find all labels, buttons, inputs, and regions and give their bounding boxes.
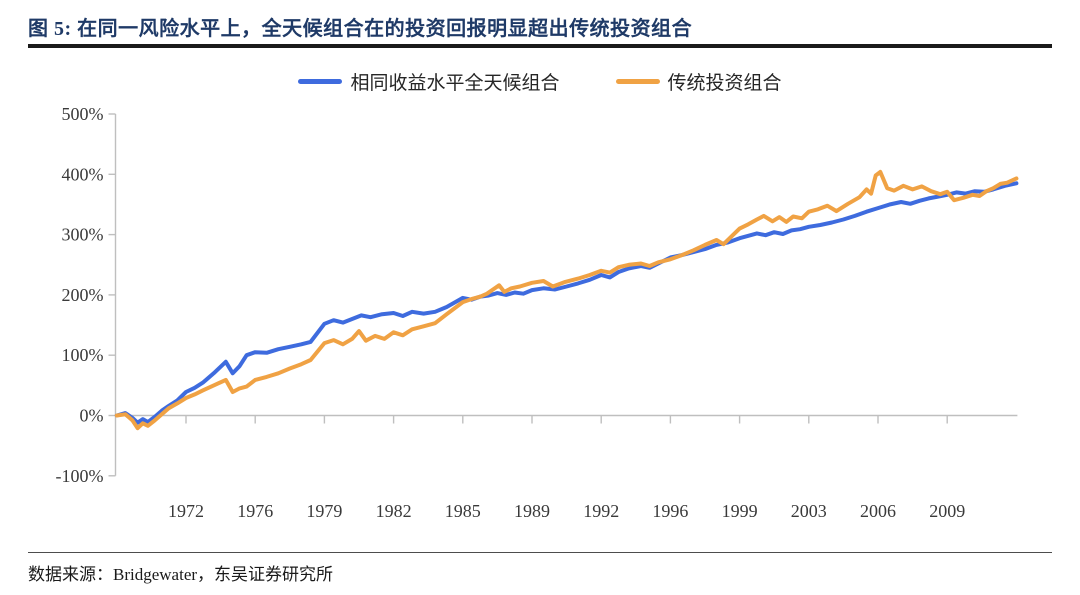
x-tick-label: 2006 [860,501,896,521]
legend-item-traditional: 传统投资组合 [615,68,782,95]
y-tick-label: 400% [62,164,104,184]
chart-legend: 相同收益水平全天候组合 传统投资组合 [0,66,1080,96]
legend-label-traditional: 传统投资组合 [667,72,782,94]
figure-title: 图 5: 在同一风险水平上，全天候组合在的投资回报明显超出传统投资组合 [28,18,693,40]
x-tick-label: 2009 [929,501,965,521]
series-line-0 [114,181,1019,425]
y-tick-label: 0% [80,406,104,426]
x-tick-label: 1989 [514,501,550,521]
series-line-1 [114,169,1019,431]
x-tick-label: 1972 [168,501,204,521]
legend-label-all-weather: 相同收益水平全天候组合 [350,72,560,94]
x-tick-label: 1996 [652,501,688,521]
title-divider [28,44,1052,48]
x-tick-label: 1979 [306,501,342,521]
x-tick-label: 1976 [237,501,273,521]
line-chart: 500% 400% 300% 200% 100% 0% -100% 1972 1976 1979 1… [56,104,1019,521]
x-tick-label: 2003 [791,501,827,521]
legend-item-all-weather: 相同收益水平全天候组合 [298,68,560,95]
y-tick-label: -100% [56,466,104,486]
x-tick-label: 1985 [445,501,481,521]
x-tick-label: 1992 [583,501,619,521]
data-source: 数据来源：Bridgewater，东吴证券研究所 [28,565,334,584]
legend-swatch-traditional [615,78,660,84]
y-tick-label: 500% [62,104,104,124]
legend-swatch-all-weather [298,78,343,84]
x-tick-label: 1999 [722,501,758,521]
y-tick-label: 200% [62,285,104,305]
x-tick-label: 1982 [376,501,412,521]
y-tick-label: 100% [62,345,104,365]
y-tick-label: 300% [62,225,104,245]
footer-divider [28,552,1052,553]
